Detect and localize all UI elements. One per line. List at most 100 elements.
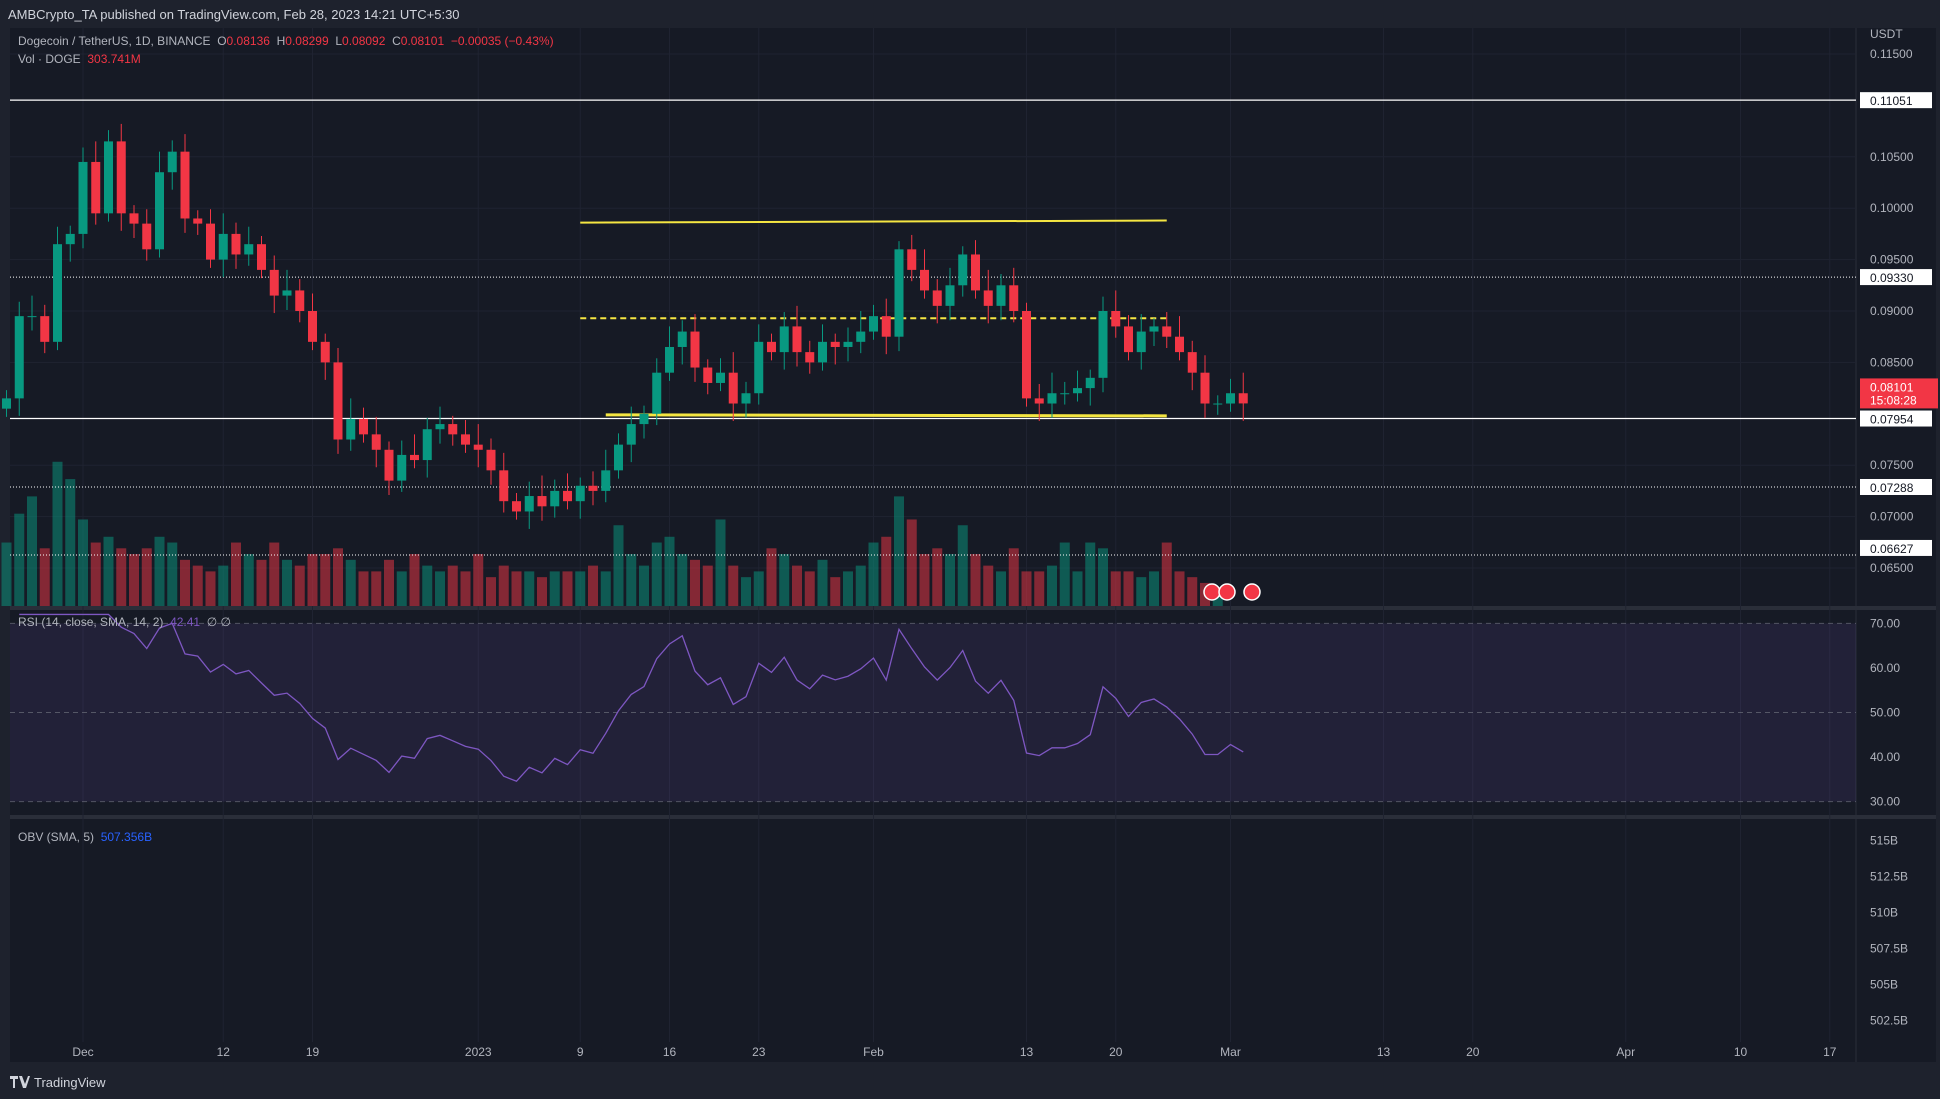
volume-bar	[1059, 542, 1070, 606]
volume-bar	[1047, 565, 1057, 606]
candle-body	[40, 316, 50, 342]
candle-body	[907, 249, 917, 270]
obv-label[interactable]: OBV (SMA, 5)	[18, 830, 95, 844]
candle	[1213, 395, 1223, 415]
candle-body	[346, 418, 356, 440]
candle	[320, 333, 330, 380]
candle	[180, 134, 190, 233]
candle-body	[792, 326, 802, 353]
candle-body	[1162, 326, 1172, 337]
candle-body	[193, 218, 203, 224]
volume-bar	[830, 577, 841, 606]
volume-bar	[409, 554, 420, 606]
candle-body	[1187, 352, 1197, 373]
candle-body	[180, 151, 190, 219]
volume-label[interactable]: Vol · DOGE	[18, 52, 81, 66]
volume-bar	[320, 554, 331, 606]
candle-body	[614, 444, 623, 471]
time-tick-label: 9	[577, 1045, 584, 1059]
volume-bar	[728, 565, 739, 606]
candle	[295, 279, 305, 323]
candle	[958, 246, 968, 297]
candle	[371, 416, 381, 468]
currency-label: USDT	[1870, 27, 1903, 41]
high-value: 0.08299	[285, 34, 329, 48]
volume-bar	[715, 519, 726, 606]
volume-bar	[78, 519, 88, 606]
candle	[1162, 312, 1172, 349]
time-tick-label: Apr	[1616, 1045, 1635, 1059]
candle	[881, 298, 891, 355]
candle-body	[269, 269, 279, 296]
volume-bar	[562, 571, 573, 606]
candle	[410, 434, 419, 469]
close-label: C	[392, 34, 401, 48]
candle	[983, 269, 993, 324]
volume-bar	[1187, 577, 1198, 606]
tradingview-brand[interactable]: TradingView	[34, 1075, 106, 1090]
volume-bar	[435, 571, 445, 606]
candle-body	[652, 372, 662, 414]
footer: TradingView	[0, 1066, 1940, 1099]
candle	[920, 249, 929, 299]
symbol-name[interactable]: Dogecoin / TetherUS, 1D, BINANCE	[18, 34, 211, 48]
time-tick-label: 13	[1377, 1045, 1391, 1059]
volume-bar	[65, 479, 76, 606]
candle	[767, 333, 776, 361]
candle	[333, 348, 343, 454]
candle-body	[779, 326, 789, 353]
candle-body	[537, 496, 547, 507]
volume-bar	[919, 554, 930, 606]
volume-bar	[855, 565, 866, 606]
range-line-solid	[580, 219, 1167, 224]
volume-bar	[983, 565, 994, 606]
volume-bar	[690, 559, 700, 606]
candle	[894, 241, 904, 352]
candle	[1034, 383, 1044, 421]
volume-bar	[384, 559, 394, 606]
candle-body	[639, 413, 649, 425]
candle-body	[1098, 311, 1108, 378]
candle	[155, 151, 164, 258]
open-label: O	[217, 34, 227, 48]
earnings-event-icon	[1203, 583, 1221, 601]
candle-body	[1136, 331, 1146, 353]
time-tick-label: 17	[1823, 1045, 1837, 1059]
candle-body	[575, 485, 585, 502]
volume-bar	[1085, 542, 1096, 606]
candle	[563, 473, 572, 510]
candle-body	[805, 352, 815, 363]
obv-tick-label: 510B	[1870, 906, 1898, 920]
candle	[486, 438, 496, 485]
volume-bar	[1, 542, 12, 606]
volume-bar	[358, 571, 369, 606]
candle	[805, 340, 815, 374]
candle-body	[1009, 285, 1019, 311]
candle	[384, 441, 394, 496]
rsi-label[interactable]: RSI (14, close, SMA, 14, 2)	[18, 615, 164, 629]
candle-body	[1124, 326, 1133, 353]
candle-body	[971, 254, 980, 291]
time-tick-label: 20	[1466, 1045, 1480, 1059]
tradingview-logo-icon	[10, 1076, 30, 1088]
price-tick-label: 0.10500	[1870, 150, 1914, 164]
candle	[1149, 318, 1159, 346]
candle-body	[1175, 336, 1184, 353]
candle	[626, 406, 636, 463]
volume-bar	[116, 548, 127, 606]
candle-body	[716, 372, 725, 383]
obv-legend: OBV (SMA, 5) 507.356B	[18, 830, 152, 844]
candle-body	[155, 172, 164, 250]
volume-bar	[1149, 571, 1159, 606]
volume-bar	[792, 565, 802, 606]
last-price-badge	[1860, 378, 1938, 409]
candle	[359, 407, 368, 443]
candle-body	[1213, 403, 1223, 405]
level-label-bg	[1860, 478, 1932, 495]
candle	[65, 225, 75, 262]
candle	[14, 301, 24, 416]
candle-body	[295, 290, 305, 311]
level-label-bg	[1860, 92, 1932, 109]
volume-bar	[868, 542, 879, 606]
